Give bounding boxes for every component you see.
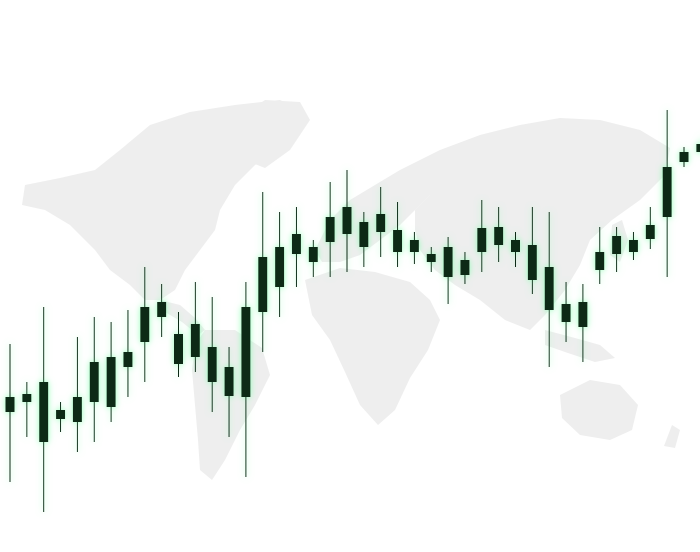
candle-body xyxy=(89,362,99,402)
map-europe xyxy=(315,170,430,262)
candle-body xyxy=(443,247,453,277)
candle-body xyxy=(679,152,689,162)
map-greenland xyxy=(235,100,310,168)
candle-body xyxy=(207,347,217,382)
candle-body xyxy=(291,234,301,254)
candle-body xyxy=(325,217,335,242)
candle-body xyxy=(157,302,167,317)
candle-body xyxy=(224,367,234,396)
candle-body xyxy=(123,352,133,367)
candle-body xyxy=(56,410,66,419)
candle-body xyxy=(376,214,386,232)
map-north-america xyxy=(22,100,305,300)
candle-body xyxy=(561,304,571,322)
map-asia xyxy=(400,118,670,330)
candle-body xyxy=(494,227,504,245)
candle-body xyxy=(460,260,470,275)
candle-body xyxy=(275,247,285,287)
candle-body xyxy=(342,207,352,234)
candle-body xyxy=(544,267,554,310)
candle-body xyxy=(5,397,15,412)
candle-body xyxy=(527,245,537,280)
candle-body xyxy=(190,324,200,357)
candle-body xyxy=(359,222,369,247)
candle-body xyxy=(22,394,32,402)
candle-body xyxy=(241,307,251,397)
candle-body xyxy=(662,167,672,217)
candle-body xyxy=(409,240,419,252)
candle-body xyxy=(595,252,605,270)
candle-body xyxy=(612,236,622,254)
candle-body xyxy=(696,144,700,152)
candle-body xyxy=(140,307,150,342)
candle-body xyxy=(72,397,82,422)
candle-body xyxy=(628,240,638,252)
candle-body xyxy=(393,230,403,252)
candles-group xyxy=(5,110,700,512)
candle-body xyxy=(645,225,655,239)
map-new-zealand xyxy=(664,425,680,448)
map-southeast-asia xyxy=(545,330,615,362)
map-australia xyxy=(560,380,638,440)
map-africa xyxy=(305,268,440,425)
candle-body xyxy=(174,334,183,364)
candle-body xyxy=(308,247,318,262)
candle-body xyxy=(39,382,49,442)
candle-body xyxy=(426,254,436,262)
candle-body xyxy=(106,357,116,407)
candle-body xyxy=(511,240,520,252)
candle-body xyxy=(477,228,487,252)
candle-body xyxy=(258,257,268,312)
candle-body xyxy=(578,302,588,327)
